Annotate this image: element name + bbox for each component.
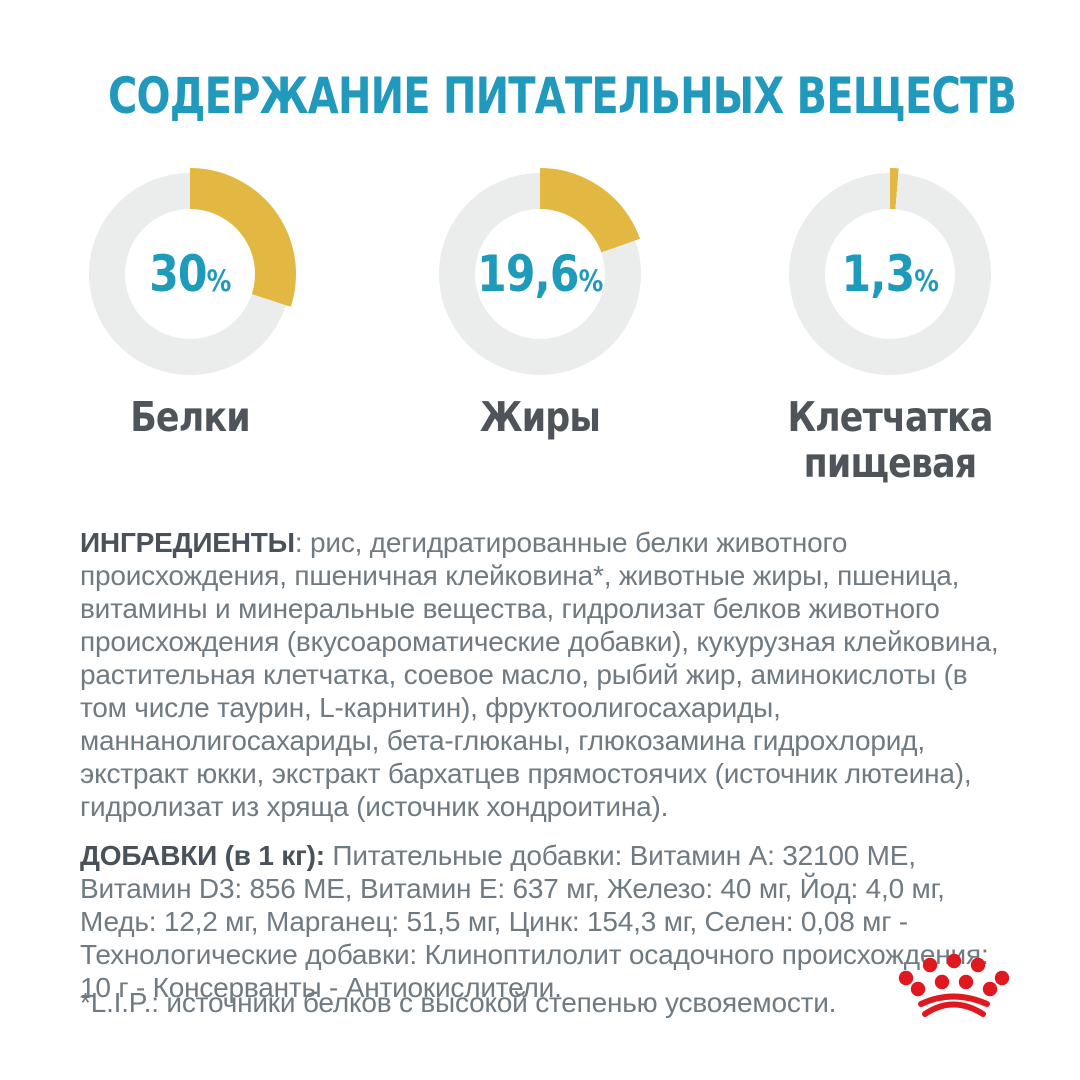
donut-hole: 30% — [125, 209, 255, 339]
protein-label: Белки — [130, 393, 250, 441]
fat-label: Жиры — [479, 393, 601, 441]
donut-ring-fiber: 1,3% — [784, 168, 996, 380]
fiber-percentage: 1,3% — [841, 245, 938, 303]
ingredients-heading: ИНГРЕДИЕНТЫ — [80, 527, 295, 558]
additives-text: Питательные добавки: Витамин А: 32100 МЕ… — [80, 840, 989, 1003]
percent-sign: % — [578, 264, 604, 298]
nutrient-donut-charts: 30% Белки 19,6% Жиры 1,3% — [0, 168, 1080, 486]
donut-hole: 19,6% — [475, 209, 605, 339]
ingredients-text: : рис, дегидратированные белки животного… — [80, 527, 999, 822]
protein-percentage: 30% — [149, 245, 231, 303]
lip-footnote: *L.I.P.: источники белков с высокой степ… — [80, 987, 837, 1018]
fiber-label: Клетчатка пищевая — [787, 393, 993, 487]
percent-sign: % — [914, 264, 939, 298]
percent-sign: % — [206, 264, 232, 298]
royal-canin-crown-logo — [898, 953, 1009, 1017]
additives-heading: ДОБАВКИ (в 1 кг): — [80, 840, 325, 871]
additives-paragraph: ДОБАВКИ (в 1 кг): Питательные добавки: В… — [80, 839, 1005, 1004]
percent-value: 1,3 — [841, 245, 915, 303]
donut-chart-protein: 30% Белки — [15, 168, 365, 486]
donut-hole: 1,3% — [825, 209, 955, 339]
donut-chart-fat: 19,6% Жиры — [365, 168, 715, 486]
fat-percentage: 19,6% — [477, 245, 603, 303]
percent-value: 19,6 — [477, 245, 579, 303]
ingredients-paragraph: ИНГРЕДИЕНТЫ: рис, дегидратированные белк… — [80, 526, 1005, 823]
percent-value: 30 — [149, 245, 207, 303]
donut-ring-protein: 30% — [84, 168, 296, 380]
donut-chart-fiber: 1,3% Клетчатка пищевая — [715, 168, 1065, 486]
donut-ring-fat: 19,6% — [434, 168, 646, 380]
page-title: СОДЕРЖАНИЕ ПИТАТЕЛЬНЫХ ВЕЩЕСТВ — [108, 67, 1017, 125]
